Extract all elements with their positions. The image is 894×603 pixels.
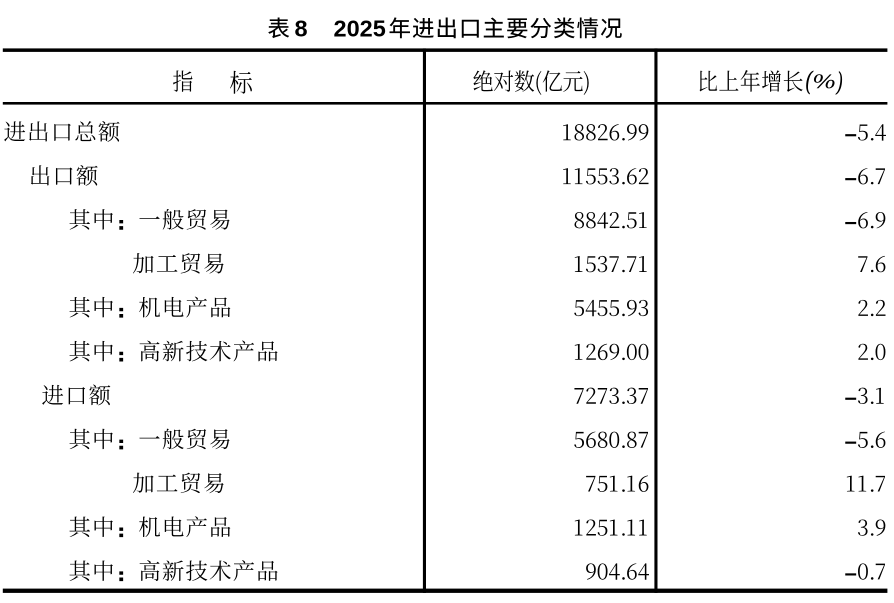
svg-text:8: 8 <box>295 16 308 42</box>
svg-text:2025: 2025 <box>334 16 386 42</box>
